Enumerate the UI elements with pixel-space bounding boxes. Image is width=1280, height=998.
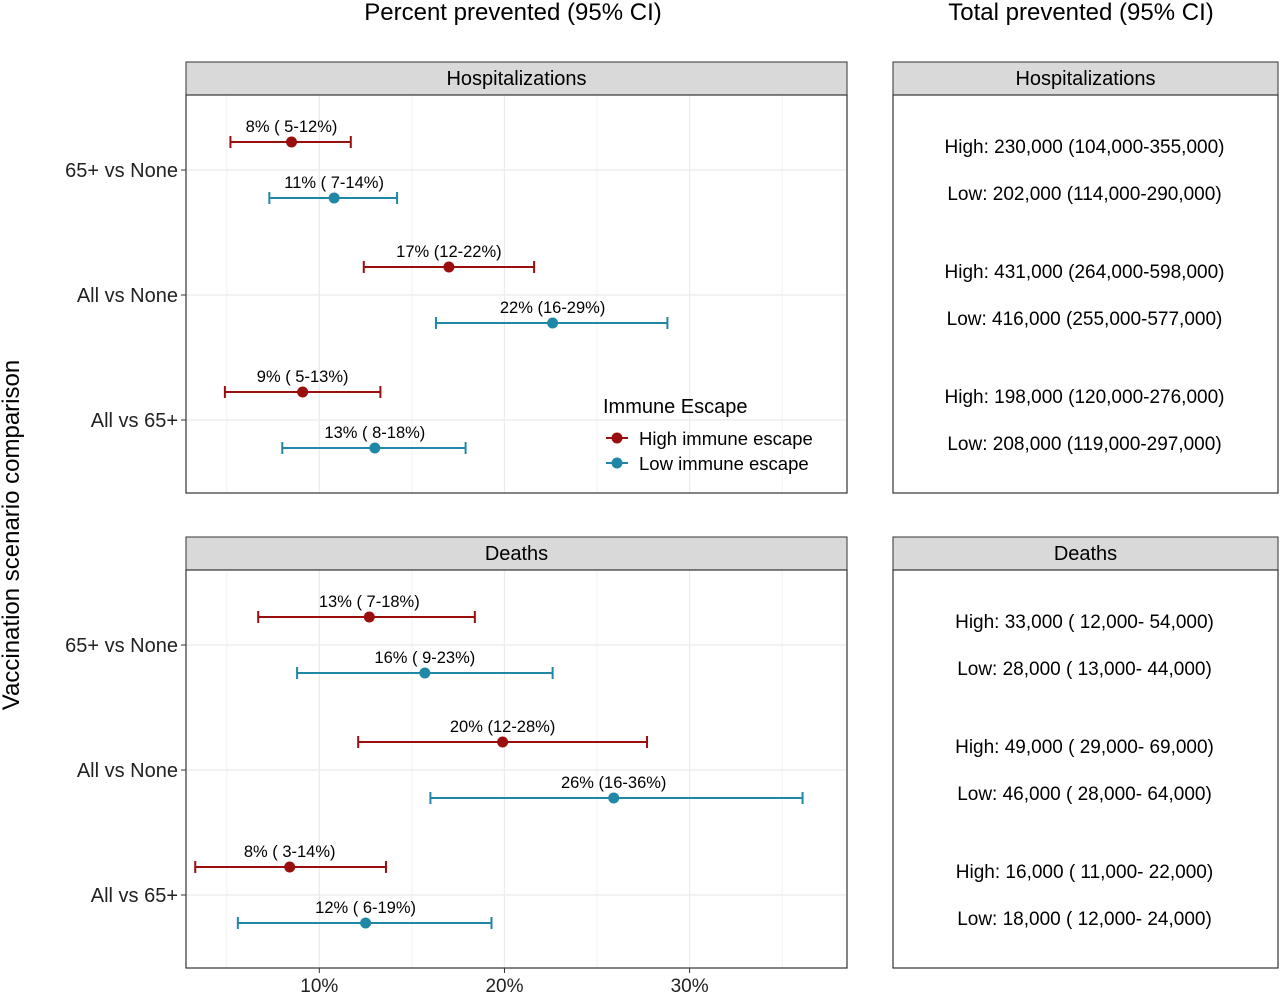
total-low: Low: 28,000 ( 13,000- 44,000) [957,659,1212,680]
point-label: 22% (16-29%) [500,299,605,317]
point-label: 13% ( 7-18%) [319,593,420,611]
total-high: High: 431,000 (264,000-598,000) [945,262,1225,283]
plot-border [185,569,848,969]
plot-border [185,94,848,494]
plot-area [186,570,847,968]
point-label: 16% ( 9-23%) [374,649,475,667]
point-estimate [497,736,509,748]
point-label: 13% ( 8-18%) [324,424,425,442]
y-tick-label: 65+ vs None [65,635,178,657]
left-panel-strip-label: Deaths [485,543,548,565]
left-panel-strip-label: Hospitalizations [446,68,586,90]
point-estimate [286,136,298,148]
point-estimate [419,667,431,679]
x-tick-label: 10% [300,976,338,993]
legend: Immune Escape High immune escape Low immun… [603,396,813,474]
y-tick-label: All vs None [77,760,178,782]
point-estimate [608,792,620,804]
legend-key-point [611,457,623,469]
point-estimate [297,386,309,398]
y-tick-label: All vs None [77,285,178,307]
point-label: 11% ( 7-14%) [284,174,384,192]
point-estimate [443,261,455,273]
legend-label: Low immune escape [639,453,809,474]
point-label: 26% (16-36%) [561,774,666,792]
left-panel-strip [185,536,848,571]
panel-deaths: Deaths 65+ vs None All vs None All vs 65+ 13… [65,536,1279,969]
point-label: 8% ( 3-14%) [244,843,336,861]
panel-hospitalizations: Hospitalizations 65+ vs None All vs None Al… [65,61,1279,494]
x-tick-label: 30% [671,976,709,993]
total-low: Low: 18,000 ( 12,000- 24,000) [957,909,1212,930]
point-label: 8% ( 5-12%) [246,118,338,136]
right-column-title: Total prevented (95% CI) [948,0,1213,26]
point-label: 20% (12-28%) [450,718,555,736]
totals-box [892,94,1279,494]
right-panel-strip-label: Hospitalizations [1015,68,1155,90]
y-tick-label: 65+ vs None [65,160,178,182]
total-low: Low: 202,000 (114,000-290,000) [947,184,1221,205]
y-tick-label: All vs 65+ [91,885,178,907]
point-estimate [547,317,559,329]
legend-key-point [611,432,623,444]
left-panel-strip [185,61,848,96]
total-low: Low: 416,000 (255,000-577,000) [947,309,1223,330]
y-axis-title: Vaccination scenario comparison [0,360,25,710]
point-label: 17% (12-22%) [396,243,501,261]
x-tick-label: 20% [485,976,523,993]
point-estimate [360,917,372,929]
legend-title: Immune Escape [603,396,748,418]
right-panel-strip [892,536,1279,571]
total-high: High: 16,000 ( 11,000- 22,000) [956,862,1213,883]
total-high: High: 49,000 ( 29,000- 69,000) [955,737,1214,758]
point-estimate [328,192,340,204]
totals-box [892,569,1279,969]
right-panel-strip-label: Deaths [1054,543,1117,565]
point-estimate [369,442,381,454]
total-high: High: 33,000 ( 12,000- 54,000) [955,612,1214,633]
plot-area [186,95,847,493]
right-panel-strip [892,61,1279,96]
left-column-title: Percent prevented (95% CI) [364,0,661,26]
y-tick-label: All vs 65+ [91,410,178,432]
total-low: Low: 46,000 ( 28,000- 64,000) [957,784,1212,805]
x-axis: 10% 20% 30% [300,968,709,997]
point-estimate [363,611,375,623]
point-label: 12% ( 6-19%) [315,899,416,917]
point-label: 9% ( 5-13%) [257,368,349,386]
legend-label: High immune escape [639,428,813,449]
point-estimate [284,861,296,873]
total-high: High: 230,000 (104,000-355,000) [945,137,1225,158]
total-low: Low: 208,000 (119,000-297,000) [947,434,1221,455]
total-high: High: 198,000 (120,000-276,000) [945,387,1225,408]
